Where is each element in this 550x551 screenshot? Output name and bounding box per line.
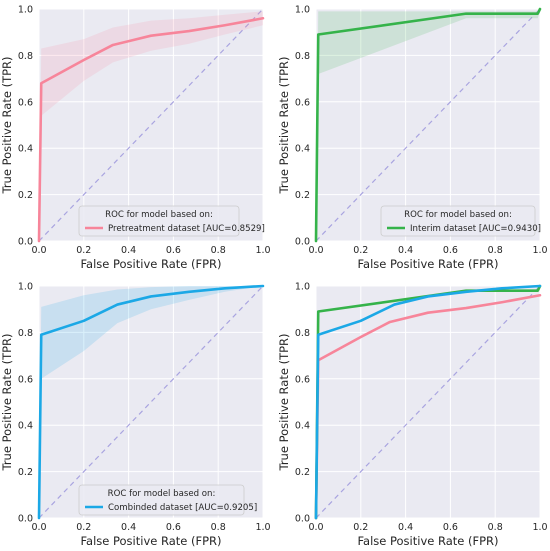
x-axis-label: False Positive Rate (FPR) — [80, 534, 221, 548]
y-axis-label: True Positive Rate (TPR) — [0, 56, 14, 194]
chart-panel-4: 0.0 0.2 0.4 0.6 0.8 1.0 0.0 0.2 0.4 0.6 0.8 1.0 Fals… — [277, 282, 548, 549]
x-tick-label: 0.2 — [76, 522, 91, 533]
y-tick-label: 0.0 — [295, 237, 310, 248]
chart-panel-2: 0.0 0.2 0.4 0.6 0.8 1.0 0.0 0.2 0.4 0.6 0.8 1.0 Fals… — [277, 5, 548, 272]
x-tick-label: 0.6 — [443, 522, 458, 533]
legend: ROC for model based on: Combinded dataset… — [78, 484, 257, 516]
y-tick-label: 0.8 — [18, 51, 33, 62]
x-tick-label: 0.6 — [166, 245, 181, 256]
x-tick-label: 0.0 — [308, 245, 323, 256]
x-tick-label: 0.2 — [76, 245, 91, 256]
confidence-band-1 — [39, 286, 263, 518]
x-tick-label: 0.4 — [121, 522, 136, 533]
chart-panel-1: 0.0 0.2 0.4 0.6 0.8 1.0 0.0 0.2 0.4 0.6 0.8 1.0 Fals… — [0, 5, 271, 272]
y-tick-label: 0.4 — [295, 421, 310, 432]
y-axis-label: True Positive Rate (TPR) — [277, 333, 291, 471]
chart-panel-3: 0.0 0.2 0.4 0.6 0.8 1.0 0.0 0.2 0.4 0.6 0.8 1.0 Fals… — [0, 282, 271, 549]
x-tick-label: 0.4 — [398, 245, 413, 256]
legend-title: ROC for model based on: — [105, 210, 213, 220]
roc-curve-line-1 — [37, 16, 265, 243]
roc-curve-line-1 — [314, 7, 542, 243]
y-tick-label: 0.4 — [295, 144, 310, 155]
y-tick-label: 0.6 — [295, 374, 310, 385]
x-tick-label: 0.8 — [488, 522, 503, 533]
x-tick-label: 1.0 — [255, 245, 270, 256]
x-tick-label: 0.0 — [31, 522, 46, 533]
y-tick-label: 0.2 — [18, 467, 33, 478]
x-tick-label: 0.6 — [166, 522, 181, 533]
legend-box — [78, 484, 245, 516]
y-tick-label: 0.0 — [295, 514, 310, 525]
roc-curve-line-3 — [314, 284, 542, 520]
x-tick-label: 0.8 — [488, 245, 503, 256]
y-tick-label: 1.0 — [18, 5, 33, 16]
y-tick-label: 0.8 — [295, 328, 310, 339]
legend-box — [380, 205, 536, 237]
x-tick-label: 1.0 — [255, 522, 270, 533]
y-tick-label: 0.2 — [295, 190, 310, 201]
x-tick-label: 0.0 — [308, 522, 323, 533]
legend-title: ROC for model based on: — [404, 210, 512, 220]
plot-background — [316, 286, 540, 518]
y-axis-label: True Positive Rate (TPR) — [277, 56, 291, 194]
x-tick-label: 0.6 — [443, 245, 458, 256]
y-tick-label: 0.6 — [18, 374, 33, 385]
x-axis-label: False Positive Rate (FPR) — [357, 534, 498, 548]
legend-title: ROC for model based on: — [108, 489, 216, 499]
y-tick-label: 0.2 — [295, 467, 310, 478]
y-tick-label: 1.0 — [295, 5, 310, 16]
y-tick-label: 0.0 — [18, 237, 33, 248]
legend-entry-label: Pretreatment dataset [AUC=0.8529] — [108, 224, 265, 234]
plot-background — [39, 9, 263, 241]
x-axis-label: False Positive Rate (FPR) — [80, 257, 221, 271]
x-tick-label: 1.0 — [532, 245, 547, 256]
y-tick-label: 0.0 — [18, 514, 33, 525]
roc-curve-line-1 — [314, 293, 542, 520]
confidence-band-1 — [39, 11, 263, 241]
x-tick-label: 0.4 — [121, 245, 136, 256]
y-tick-label: 0.8 — [295, 51, 310, 62]
y-axis-label: True Positive Rate (TPR) — [0, 333, 14, 471]
y-tick-label: 0.4 — [18, 421, 33, 432]
plot-background — [316, 9, 540, 241]
roc-curve-line-1 — [37, 284, 265, 520]
legend: ROC for model based on: Interim dataset [… — [380, 205, 541, 237]
x-tick-label: 0.8 — [211, 522, 226, 533]
y-tick-label: 0.4 — [18, 144, 33, 155]
legend-entry-label: Interim dataset [AUC=0.9430] — [410, 224, 541, 234]
x-tick-label: 0.0 — [31, 245, 46, 256]
y-tick-label: 1.0 — [295, 282, 310, 293]
x-axis-label: False Positive Rate (FPR) — [357, 257, 498, 271]
x-tick-label: 0.2 — [353, 522, 368, 533]
x-tick-label: 0.2 — [353, 245, 368, 256]
y-tick-label: 1.0 — [18, 282, 33, 293]
x-tick-label: 1.0 — [532, 522, 547, 533]
legend-entry-label: Combinded dataset [AUC=0.9205] — [108, 503, 257, 513]
y-tick-label: 0.6 — [295, 97, 310, 108]
legend: ROC for model based on: Pretreatment data… — [78, 205, 265, 237]
y-tick-label: 0.8 — [18, 328, 33, 339]
y-tick-label: 0.2 — [18, 190, 33, 201]
y-tick-label: 0.6 — [18, 97, 33, 108]
legend-box — [78, 205, 240, 237]
x-tick-label: 0.8 — [211, 245, 226, 256]
x-tick-label: 0.4 — [398, 522, 413, 533]
plot-background — [39, 286, 263, 518]
